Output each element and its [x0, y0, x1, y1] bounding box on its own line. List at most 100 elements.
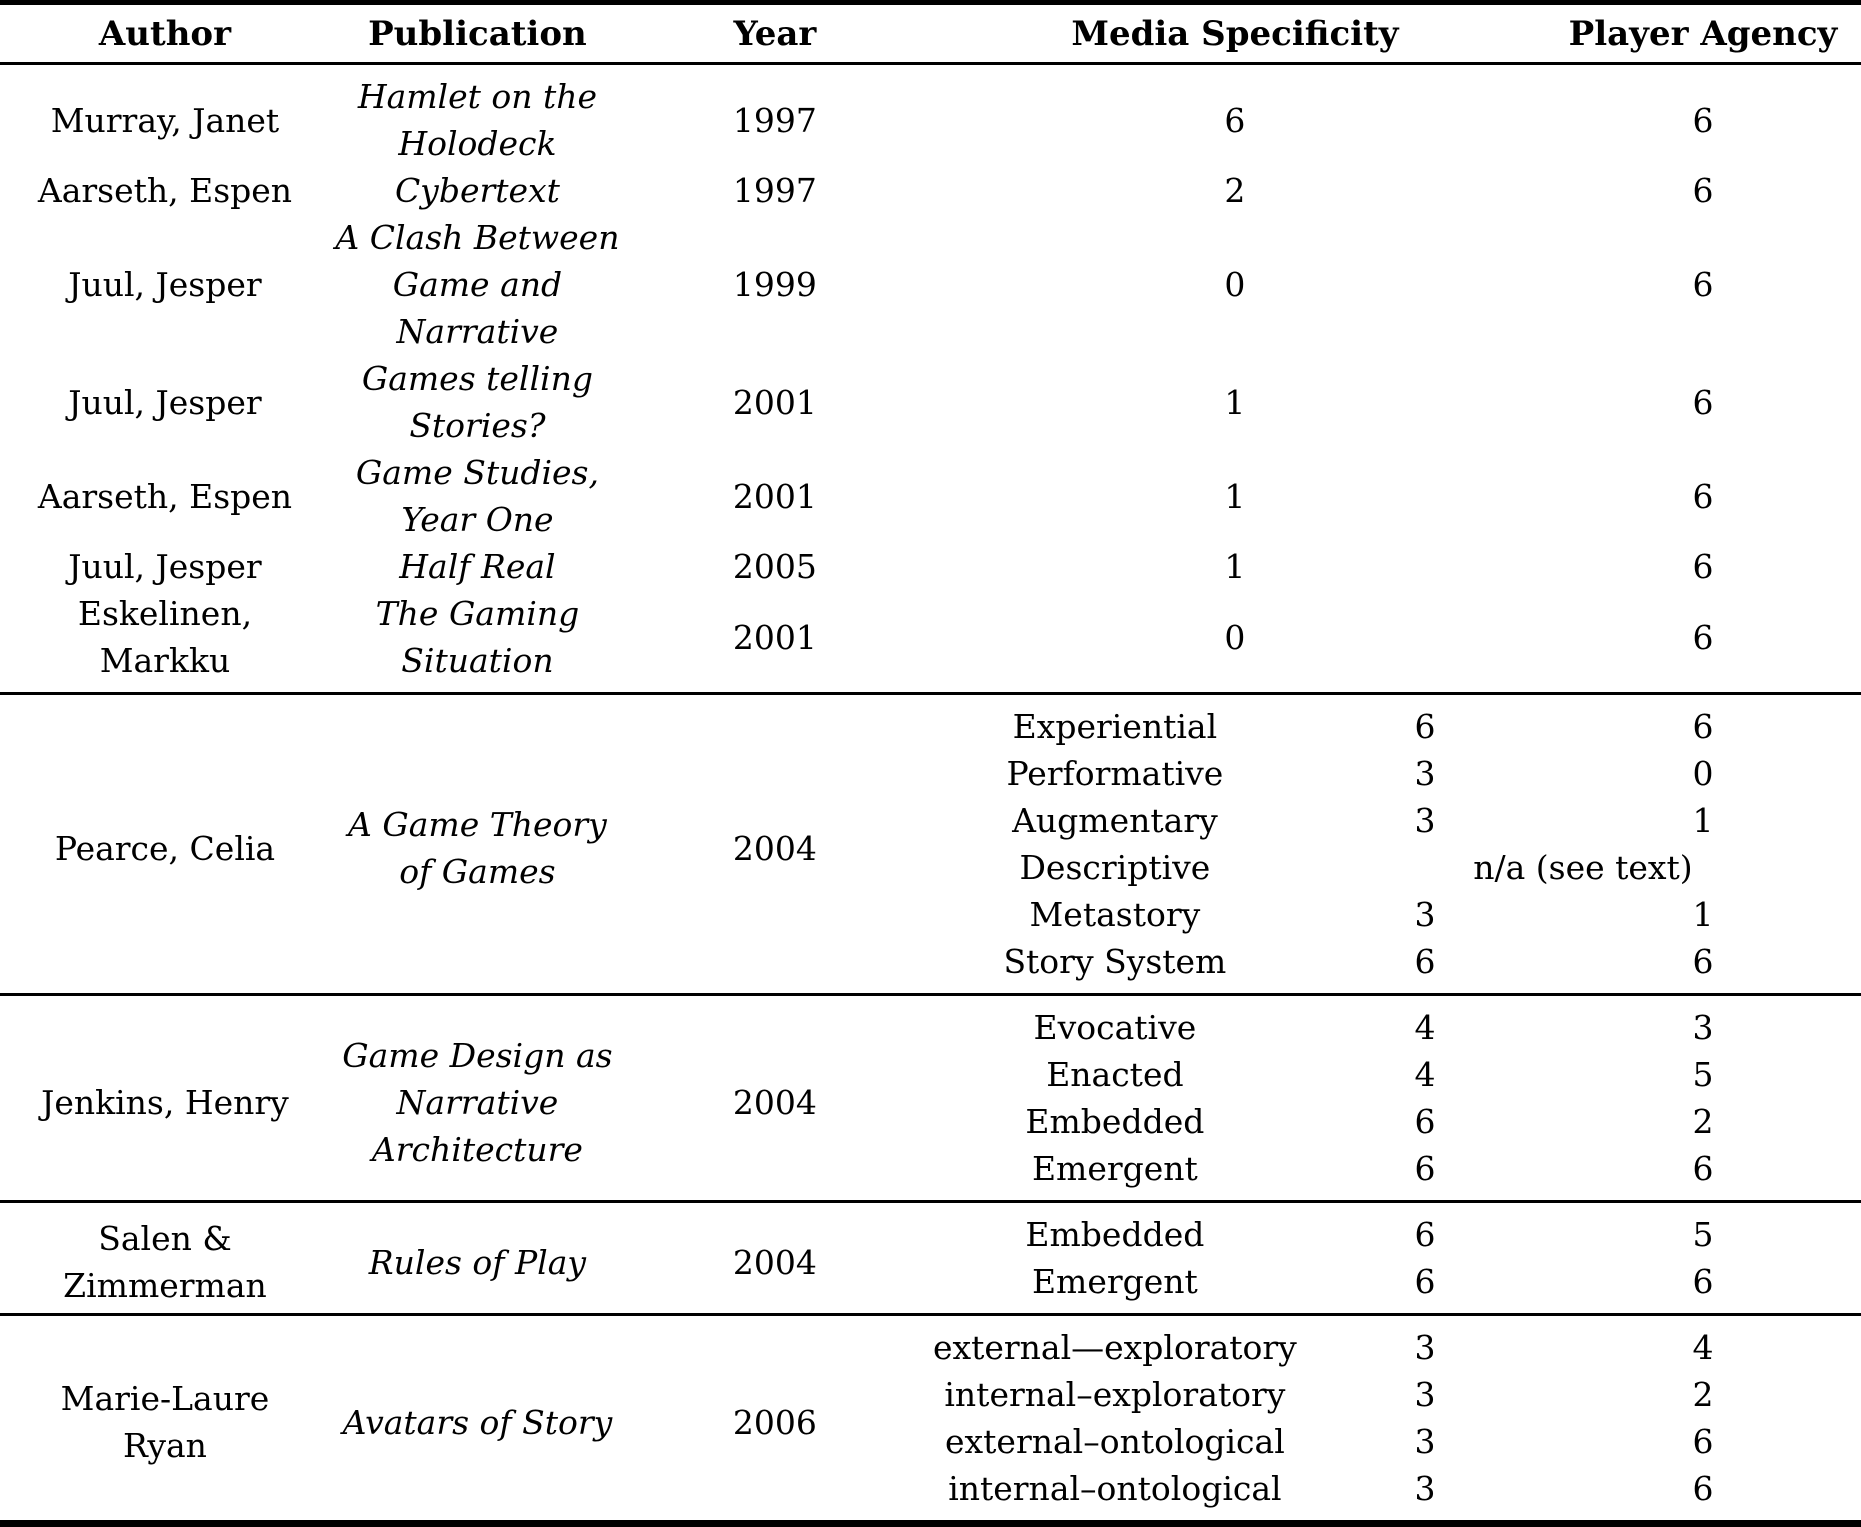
table-row: Murray, Janet Hamlet on the Holodeck 1997 6… — [0, 64, 1861, 168]
media-specificity-value: 6 — [1224, 100, 1246, 140]
player-agency-value: 0 — [1692, 754, 1714, 793]
player-agency-value: 5 — [1692, 1055, 1714, 1094]
year-cell: 2005 — [732, 547, 817, 586]
player-agency-value: 6 — [1692, 100, 1714, 140]
player-agency-value: 6 — [1692, 942, 1714, 981]
year-cell: 2001 — [732, 617, 817, 657]
subcategory-label: Emergent — [1031, 1262, 1198, 1301]
media-specificity-value: 3 — [1414, 895, 1436, 934]
subcategory-label: internal–exploratory — [944, 1375, 1286, 1414]
table-row: Emergent 6 6 — [0, 1145, 1861, 1202]
year-cell: 2006 — [732, 1402, 817, 1442]
table-row: internal–ontological 3 6 — [0, 1465, 1861, 1524]
media-specificity-value: 3 — [1414, 801, 1436, 840]
publication-cell: The Gaming Situation — [375, 594, 580, 680]
publication-cell: Game Design as Narrative Architecture — [342, 1035, 613, 1169]
media-specificity-value: 0 — [1224, 617, 1246, 657]
player-agency-value: 2 — [1692, 1102, 1714, 1141]
year-cell: 1997 — [732, 171, 817, 210]
table-row: Jenkins, Henry Game Design as Narrative A… — [0, 995, 1861, 1169]
author-cell: Juul, Jesper — [68, 382, 262, 422]
table-row: internal–exploratory 3 2 — [0, 1371, 1861, 1418]
publication-cell: Game Studies, Year One — [355, 453, 599, 539]
author-group-body: Salen & Zimmerman Rules of Play 2004 Embedd… — [0, 1201, 1861, 1315]
table-row: Augmentary 3 1 — [0, 797, 1861, 844]
media-specificity-value: 3 — [1414, 1469, 1436, 1508]
player-agency-value: 3 — [1692, 1008, 1714, 1047]
publication-cell: Games telling Stories? — [361, 359, 593, 445]
publication-cell: Half Real — [399, 547, 556, 586]
subcategory-label: Emergent — [1031, 1149, 1198, 1188]
player-agency-value: 6 — [1692, 382, 1714, 422]
table-row: Juul, Jesper A Clash Between Game and Nar… — [0, 214, 1861, 355]
player-agency-value: 6 — [1692, 1262, 1714, 1301]
author-group-body: Jenkins, Henry Game Design as Narrative A… — [0, 994, 1861, 1202]
table-row: Juul, Jesper Half Real 2005 1 6 — [0, 543, 1861, 590]
subcategory-label: Evocative — [1033, 1008, 1197, 1047]
media-specificity-value: 6 — [1414, 1102, 1436, 1141]
media-specificity-value: 6 — [1414, 1262, 1436, 1301]
media-specificity-value: 3 — [1414, 754, 1436, 793]
player-agency-value: 6 — [1692, 547, 1714, 586]
year-cell: 2001 — [732, 476, 817, 516]
player-agency-value: 6 — [1692, 617, 1714, 657]
table-row: Enacted 4 5 — [0, 1051, 1861, 1098]
year-cell: 2004 — [732, 1082, 817, 1122]
table-row: Marie-Laure Ryan Avatars of Story 2006 exte… — [0, 1315, 1861, 1465]
year-cell: 2001 — [732, 382, 817, 422]
author-cell: Jenkins, Henry — [41, 1082, 289, 1122]
table-row: Performative 3 0 — [0, 750, 1861, 797]
author-group-body: Marie-Laure Ryan Avatars of Story 2006 exte… — [0, 1314, 1861, 1524]
author-cell: Juul, Jesper — [68, 547, 262, 586]
player-agency-value: 6 — [1692, 1422, 1714, 1461]
author-cell: Aarseth, Espen — [37, 476, 293, 516]
header-author: Author — [98, 14, 232, 54]
subcategory-label: external—exploratory — [932, 1328, 1297, 1367]
table-row: Eskelinen, Markku The Gaming Situation 200… — [0, 590, 1861, 694]
table-row: Metastory 3 1 — [0, 891, 1861, 938]
publication-cell: Hamlet on the Holodeck — [357, 77, 598, 163]
media-specificity-value: 6 — [1414, 1215, 1436, 1254]
player-agency-value: 1 — [1692, 801, 1714, 840]
player-agency-value: 4 — [1692, 1328, 1714, 1367]
publication-cell: Avatars of Story — [342, 1402, 613, 1442]
media-specificity-value: 6 — [1414, 707, 1436, 746]
author-cell: Eskelinen, Markku — [77, 594, 253, 680]
table-row: Aarseth, Espen Game Studies, Year One 2001… — [0, 449, 1861, 543]
player-agency-value: 6 — [1692, 171, 1714, 210]
player-agency-value: 6 — [1692, 707, 1714, 746]
table-row: Juul, Jesper Games telling Stories? 2001 1 6 — [0, 355, 1861, 449]
author-group-body: Pearce, Celia A Game Theory of Games 2004 E… — [0, 693, 1861, 995]
header-media-specificity: Media Specificity — [1071, 14, 1399, 54]
author-cell: Juul, Jesper — [68, 265, 262, 304]
table-header: Author Publication Year Media Specificit… — [0, 3, 1861, 64]
subcategory-label: Experiential — [1012, 707, 1218, 746]
header-year: Year — [733, 14, 817, 54]
subcategory-label: Embedded — [1025, 1102, 1205, 1141]
media-specificity-value: 0 — [1224, 265, 1246, 304]
author-cell: Salen & Zimmerman — [63, 1219, 267, 1305]
player-agency-value: 2 — [1692, 1375, 1714, 1414]
year-cell: 1997 — [732, 100, 817, 140]
subcategory-label: Descriptive — [1019, 848, 1211, 887]
author-cell: Aarseth, Espen — [37, 171, 293, 210]
subcategory-label: Story System — [1003, 942, 1227, 981]
subcategory-label: Embedded — [1025, 1215, 1205, 1254]
table-row: external–ontological 3 6 — [0, 1418, 1861, 1465]
player-agency-value: 6 — [1692, 1149, 1714, 1188]
media-specificity-value: 6 — [1414, 942, 1436, 981]
media-specificity-value: 6 — [1414, 1149, 1436, 1188]
author-cell: Murray, Janet — [50, 100, 280, 140]
media-specificity-value: 1 — [1224, 547, 1246, 586]
header-publication: Publication — [368, 14, 587, 54]
player-agency-value: 6 — [1692, 476, 1714, 516]
table-row: Descriptive n/a (see text) — [0, 844, 1861, 891]
year-cell: 2004 — [732, 828, 817, 868]
author-cell: Marie-Laure Ryan — [60, 1379, 270, 1465]
table-row: Story System 6 6 — [0, 938, 1861, 995]
publication-cell: A Clash Between Game and Narrative — [335, 218, 620, 351]
header-player-agency: Player Agency — [1568, 14, 1838, 54]
media-specificity-value: 4 — [1414, 1008, 1436, 1047]
author-cell: Pearce, Celia — [54, 828, 276, 868]
